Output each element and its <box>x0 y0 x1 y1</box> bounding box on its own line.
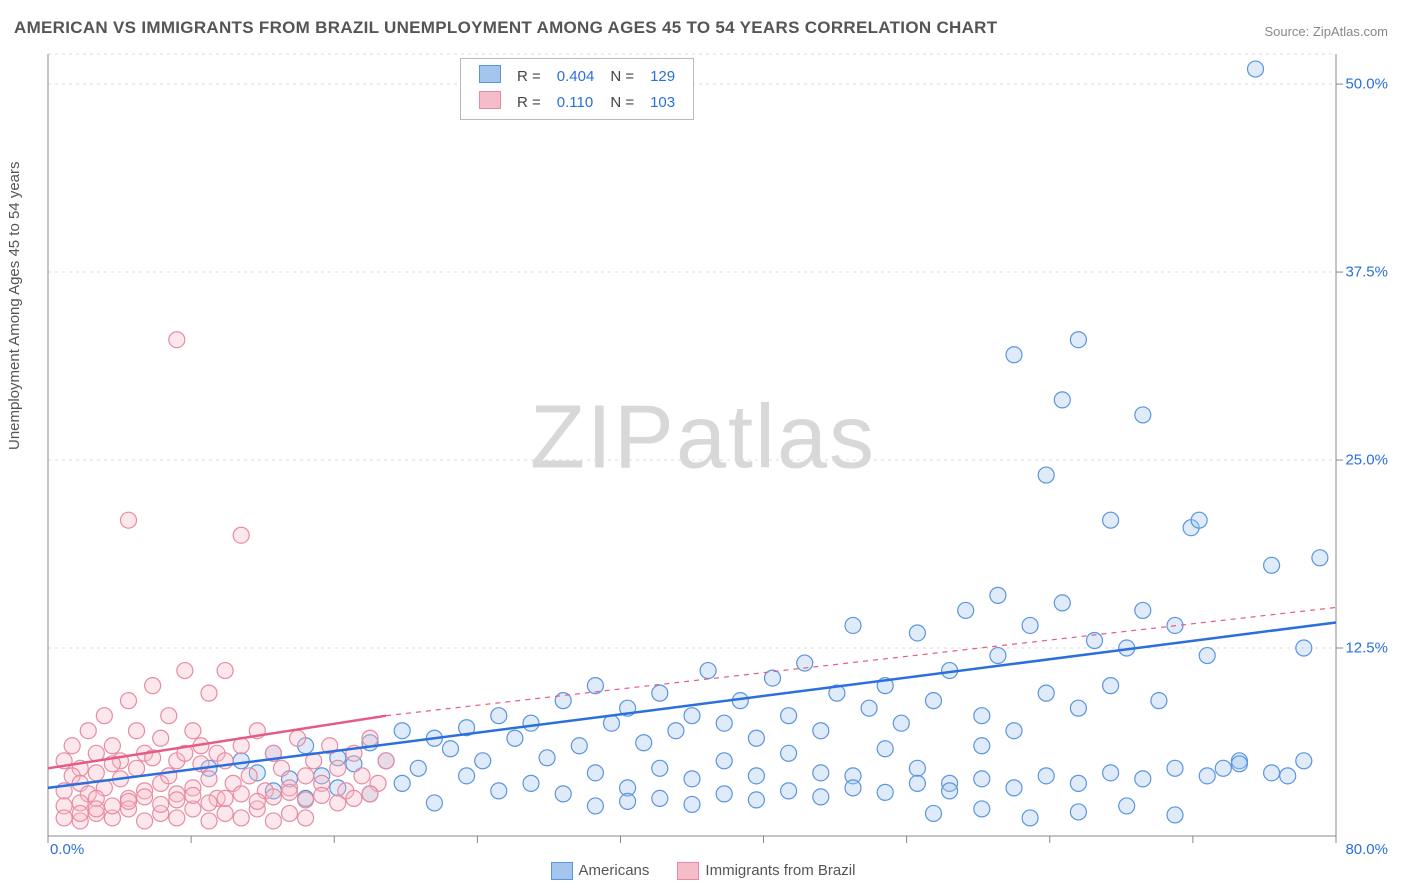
y-tick-label: 12.5% <box>1345 640 1388 657</box>
y-tick-label: 25.0% <box>1345 452 1388 469</box>
y-tick-label: 37.5% <box>1345 264 1388 281</box>
x-axis-min-label: 0.0% <box>50 841 84 858</box>
legend-series: Americans Immigrants from Brazil <box>0 862 1406 880</box>
legend-item: Immigrants from Brazil <box>677 862 855 880</box>
legend-item: Americans <box>551 862 650 880</box>
legend-stats: R =0.404N =129R =0.110N =103 <box>460 58 694 120</box>
scatter-chart <box>0 0 1406 892</box>
x-axis-max-label: 80.0% <box>1345 841 1388 858</box>
y-tick-label: 50.0% <box>1345 76 1388 93</box>
